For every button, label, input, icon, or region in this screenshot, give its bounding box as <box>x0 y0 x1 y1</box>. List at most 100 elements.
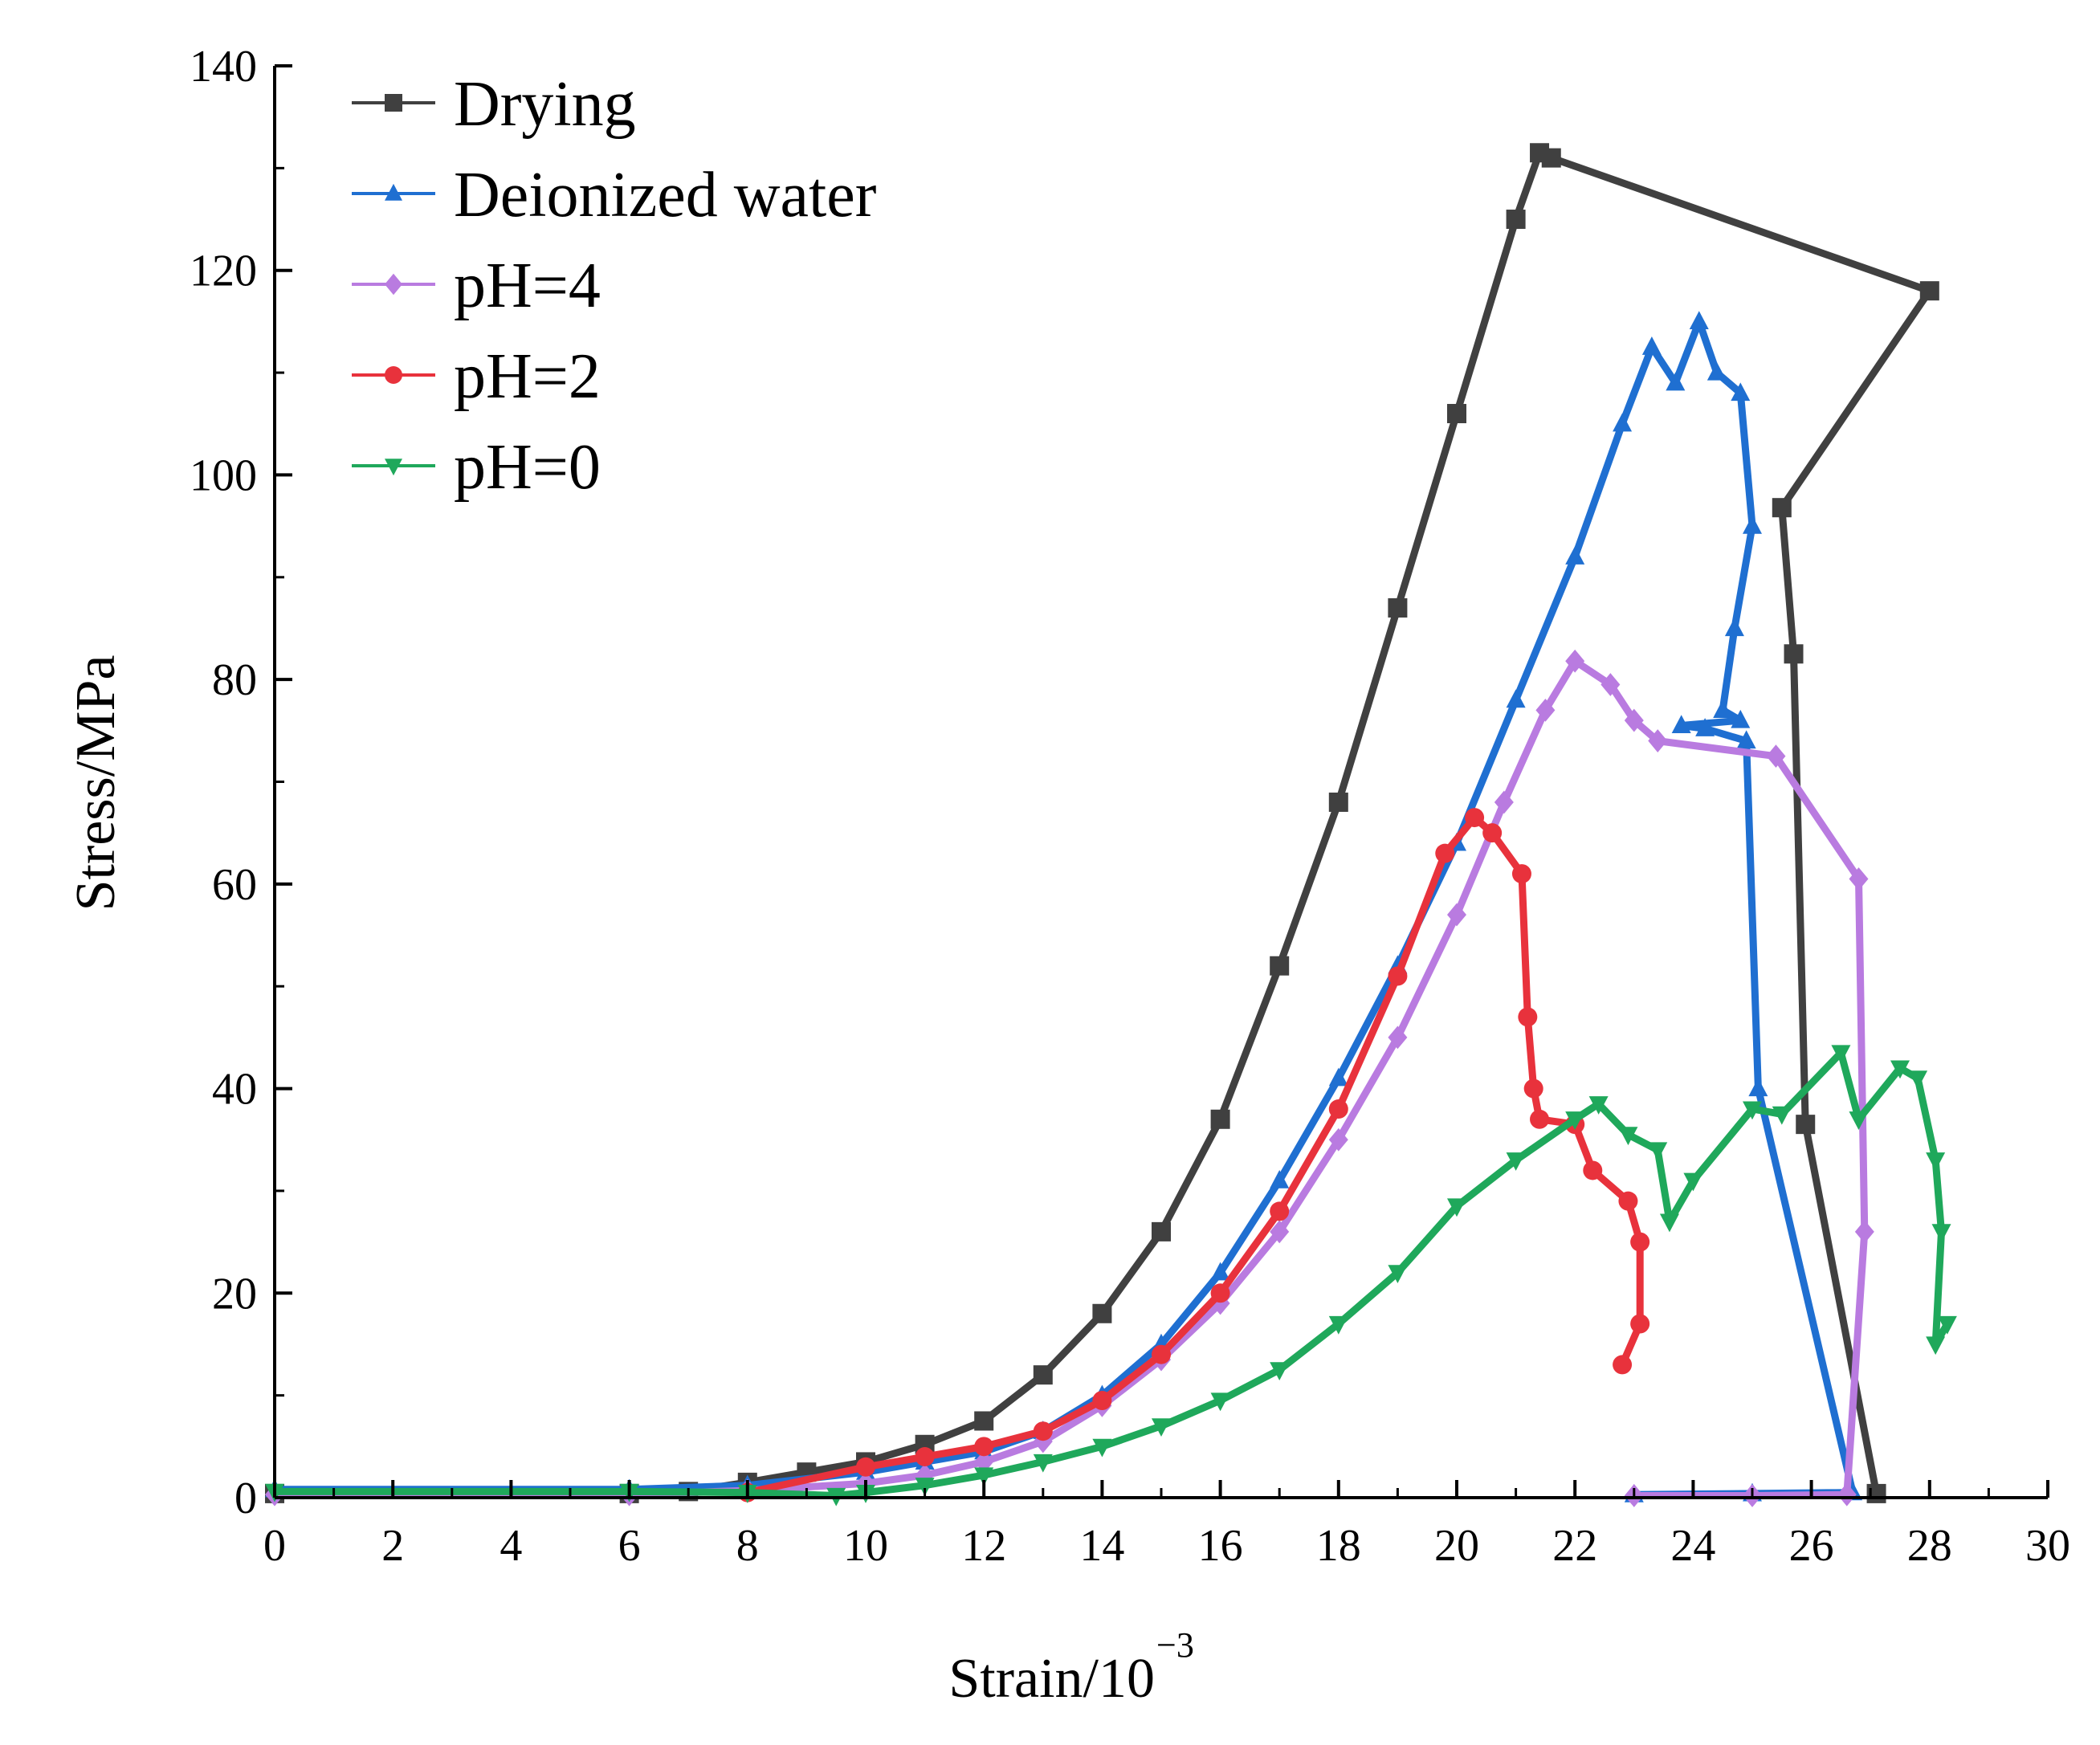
data-point <box>1724 618 1744 637</box>
data-point <box>1600 673 1621 696</box>
data-point <box>1772 498 1792 518</box>
data-point <box>1683 1172 1703 1192</box>
data-point <box>1624 708 1644 732</box>
data-point <box>1152 1221 1171 1241</box>
series-line <box>271 657 1869 1499</box>
legend-swatch-marker <box>385 366 402 384</box>
data-point <box>1565 1111 1585 1130</box>
data-point <box>915 1447 935 1467</box>
x-tick-label: 10 <box>843 1521 888 1571</box>
data-point <box>1210 1283 1230 1303</box>
data-point <box>1447 903 1466 927</box>
data-point <box>1328 1067 1348 1087</box>
x-axis: Strain/10 −3 0 2 4 6 8 10 12 14 16 18 20 22 24 26 28 30 <box>263 1480 2070 1710</box>
series-line <box>271 149 1934 1498</box>
data-point <box>1328 792 1348 812</box>
x-tick-label: 30 <box>2025 1521 2070 1571</box>
data-point <box>1565 546 1585 565</box>
data-point <box>1210 1109 1230 1129</box>
data-point <box>1731 709 1751 728</box>
data-point <box>1506 1152 1526 1171</box>
y-tick-label: 60 <box>212 860 257 910</box>
data-point <box>1033 1421 1053 1441</box>
data-point <box>1482 823 1503 843</box>
data-point <box>1523 1078 1543 1099</box>
data-point <box>856 1457 875 1477</box>
data-point <box>1926 1152 1946 1171</box>
data-point <box>1210 1392 1230 1412</box>
data-point <box>1511 864 1531 884</box>
data-point <box>1613 1355 1633 1375</box>
data-point <box>1530 1109 1550 1129</box>
data-point <box>1152 1418 1171 1437</box>
data-point <box>1092 1303 1112 1323</box>
data-point <box>1630 1232 1650 1252</box>
data-point <box>1743 1101 1762 1120</box>
legend-swatch-marker <box>385 94 402 112</box>
data-point <box>1270 1201 1290 1221</box>
data-point <box>1831 1045 1851 1064</box>
x-tick-label: 18 <box>1316 1521 1361 1571</box>
data-point <box>1152 1344 1171 1364</box>
legend-item: pH=0 <box>352 432 601 503</box>
y-tick-label: 100 <box>190 451 257 500</box>
legend-item: pH=2 <box>352 341 601 412</box>
y-tick-label: 120 <box>190 247 257 296</box>
data-point <box>1689 311 1709 329</box>
data-point <box>1506 210 1526 230</box>
data-point <box>1766 744 1786 769</box>
data-point <box>1796 1115 1816 1135</box>
data-point <box>1784 644 1804 664</box>
series-line <box>271 1049 1951 1499</box>
data-point <box>1931 1224 1951 1243</box>
y-tick-label: 0 <box>234 1474 257 1523</box>
data-point <box>1919 281 1939 301</box>
data-point <box>1849 867 1869 891</box>
series-ph-4 <box>265 649 1874 1507</box>
y-tick-label: 40 <box>212 1065 257 1115</box>
x-tick-label: 16 <box>1198 1521 1243 1571</box>
y-tick-label: 20 <box>212 1269 257 1319</box>
data-point <box>1328 1127 1348 1152</box>
data-point <box>1465 808 1485 828</box>
x-tick-label: 24 <box>1670 1521 1715 1571</box>
data-point <box>1707 361 1727 381</box>
data-point <box>1854 1220 1874 1244</box>
data-point <box>1736 730 1756 749</box>
data-point <box>1092 1391 1112 1411</box>
data-point <box>1270 1362 1290 1381</box>
data-point <box>1033 1453 1053 1473</box>
data-point <box>1588 1096 1609 1115</box>
data-point <box>1388 966 1408 986</box>
data-point <box>1618 1191 1638 1211</box>
data-point <box>1648 729 1668 752</box>
data-point <box>1328 1099 1348 1119</box>
legend-item: pH=4 <box>352 251 601 321</box>
data-point <box>1618 1127 1638 1146</box>
data-point <box>1388 1265 1408 1284</box>
data-point <box>1648 1142 1668 1161</box>
data-point <box>1748 1078 1768 1097</box>
data-point <box>1270 1220 1290 1244</box>
data-point <box>1092 1438 1112 1458</box>
x-tick-label: 20 <box>1434 1521 1479 1571</box>
x-tick-label: 22 <box>1552 1521 1597 1571</box>
data-point <box>1518 1007 1538 1027</box>
data-point <box>1541 148 1561 168</box>
data-point <box>1447 1198 1466 1217</box>
data-point <box>1713 699 1733 718</box>
data-point <box>1937 1315 1957 1335</box>
legend-label: Deionized water <box>454 160 876 230</box>
data-point <box>1270 956 1290 976</box>
data-point <box>1494 790 1514 814</box>
x-tick-label: 2 <box>381 1521 404 1571</box>
data-point <box>1210 1291 1230 1315</box>
data-point <box>1772 1106 1792 1125</box>
data-point <box>1506 689 1526 708</box>
data-point <box>1583 1160 1603 1180</box>
data-point <box>1666 372 1686 391</box>
x-tick-label: 0 <box>263 1521 286 1571</box>
data-point <box>1565 649 1585 673</box>
data-point <box>1388 597 1408 618</box>
data-point <box>1890 1060 1910 1079</box>
